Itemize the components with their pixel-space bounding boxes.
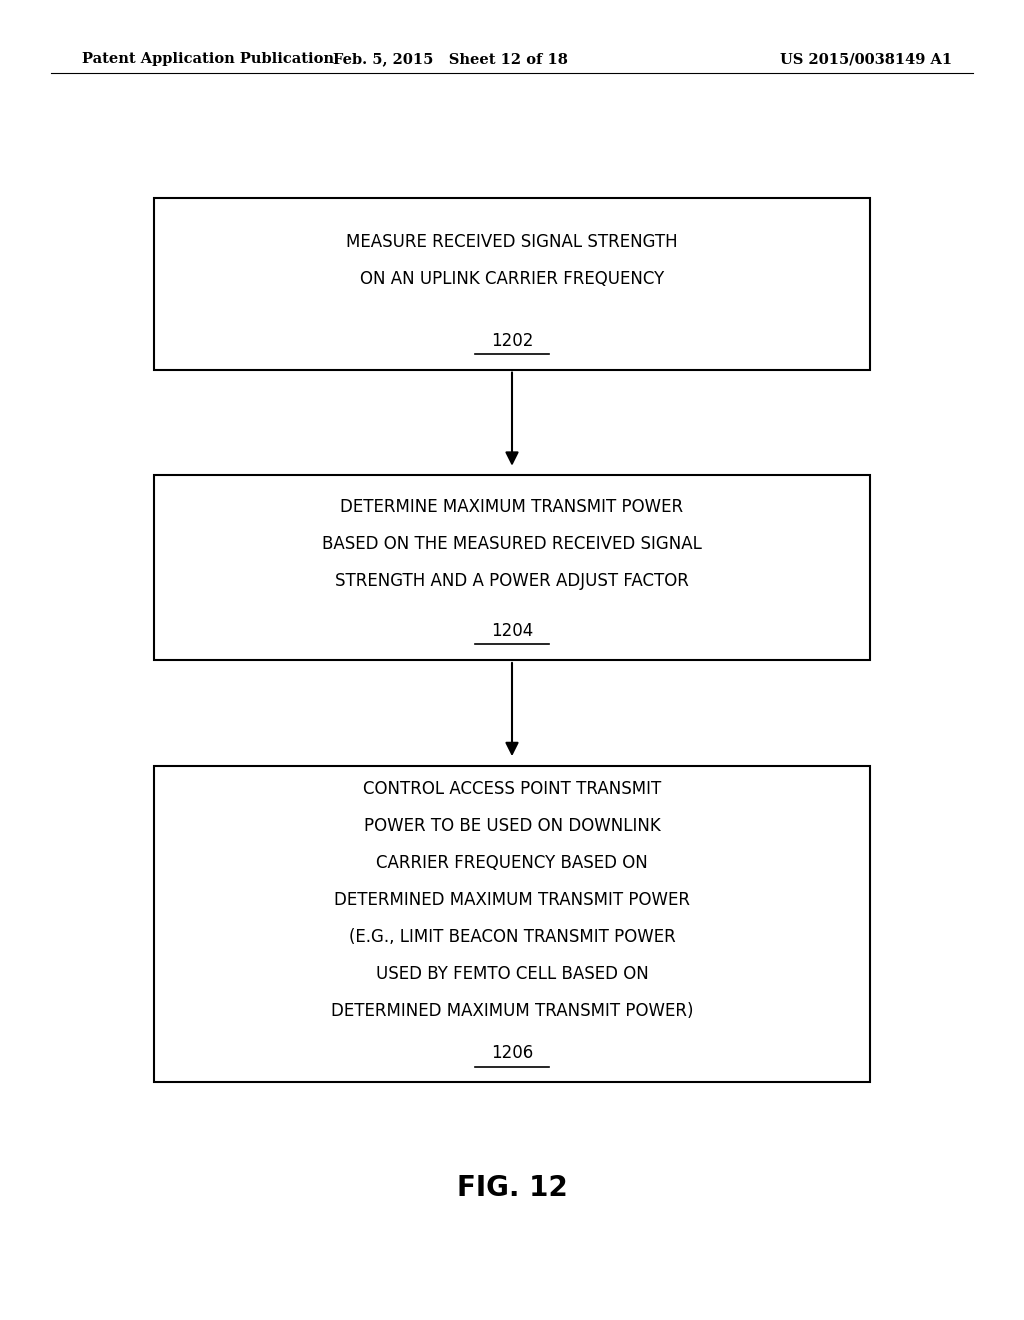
Text: ON AN UPLINK CARRIER FREQUENCY: ON AN UPLINK CARRIER FREQUENCY xyxy=(359,269,665,288)
Text: DETERMINED MAXIMUM TRANSMIT POWER): DETERMINED MAXIMUM TRANSMIT POWER) xyxy=(331,1002,693,1020)
Text: POWER TO BE USED ON DOWNLINK: POWER TO BE USED ON DOWNLINK xyxy=(364,817,660,836)
Text: FIG. 12: FIG. 12 xyxy=(457,1173,567,1203)
FancyBboxPatch shape xyxy=(154,475,870,660)
Text: Feb. 5, 2015   Sheet 12 of 18: Feb. 5, 2015 Sheet 12 of 18 xyxy=(333,53,568,66)
Text: 1206: 1206 xyxy=(490,1044,534,1063)
Text: (E.G., LIMIT BEACON TRANSMIT POWER: (E.G., LIMIT BEACON TRANSMIT POWER xyxy=(348,928,676,946)
Text: STRENGTH AND A POWER ADJUST FACTOR: STRENGTH AND A POWER ADJUST FACTOR xyxy=(335,572,689,590)
Text: Patent Application Publication: Patent Application Publication xyxy=(82,53,334,66)
Text: US 2015/0038149 A1: US 2015/0038149 A1 xyxy=(780,53,952,66)
Text: DETERMINE MAXIMUM TRANSMIT POWER: DETERMINE MAXIMUM TRANSMIT POWER xyxy=(340,498,684,516)
Text: CONTROL ACCESS POINT TRANSMIT: CONTROL ACCESS POINT TRANSMIT xyxy=(362,780,662,799)
Text: USED BY FEMTO CELL BASED ON: USED BY FEMTO CELL BASED ON xyxy=(376,965,648,983)
Text: CARRIER FREQUENCY BASED ON: CARRIER FREQUENCY BASED ON xyxy=(376,854,648,873)
FancyBboxPatch shape xyxy=(154,766,870,1082)
Text: MEASURE RECEIVED SIGNAL STRENGTH: MEASURE RECEIVED SIGNAL STRENGTH xyxy=(346,232,678,251)
Text: DETERMINED MAXIMUM TRANSMIT POWER: DETERMINED MAXIMUM TRANSMIT POWER xyxy=(334,891,690,909)
Text: BASED ON THE MEASURED RECEIVED SIGNAL: BASED ON THE MEASURED RECEIVED SIGNAL xyxy=(323,535,701,553)
Text: 1204: 1204 xyxy=(490,622,534,640)
FancyBboxPatch shape xyxy=(154,198,870,370)
Text: 1202: 1202 xyxy=(490,331,534,350)
